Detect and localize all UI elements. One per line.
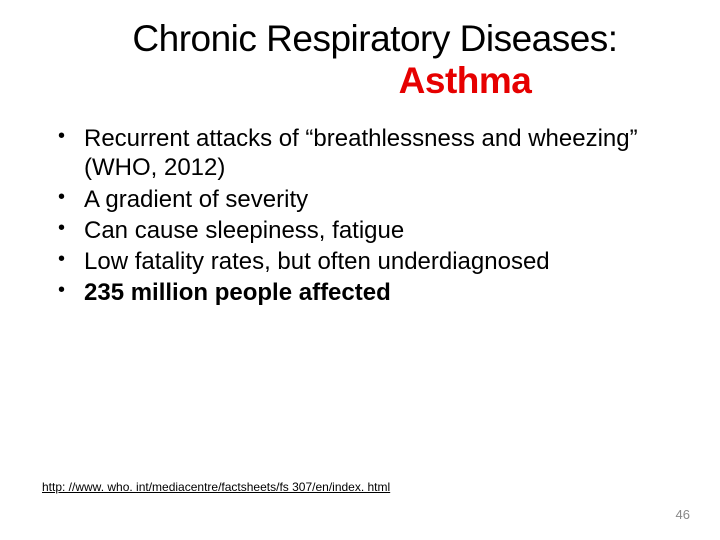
bullet-item: Low fatality rates, but often underdiagn… bbox=[52, 247, 680, 276]
bullet-item: A gradient of severity bbox=[52, 185, 680, 214]
bullet-text: A gradient of severity bbox=[84, 186, 308, 213]
bullet-text: 235 million people affected bbox=[84, 279, 391, 306]
slide-container: Chronic Respiratory Diseases: Asthma Rec… bbox=[0, 0, 720, 540]
footer-link[interactable]: http: //www. who. int/mediacentre/factsh… bbox=[42, 480, 390, 494]
bullet-item: Can cause sleepiness, fatigue bbox=[52, 216, 680, 245]
page-number: 46 bbox=[676, 507, 690, 522]
bullet-text: Low fatality rates, but often underdiagn… bbox=[84, 248, 550, 275]
bullet-text: Recurrent attacks of “breathlessness and… bbox=[84, 125, 638, 181]
title-line-1: Chronic Respiratory Diseases: bbox=[70, 18, 680, 60]
title-line-2: Asthma bbox=[250, 60, 680, 102]
bullet-item: Recurrent attacks of “breathlessness and… bbox=[52, 124, 680, 183]
bullet-text: Can cause sleepiness, fatigue bbox=[84, 217, 404, 244]
bullet-list: Recurrent attacks of “breathlessness and… bbox=[40, 124, 680, 308]
bullet-item: 235 million people affected bbox=[52, 278, 680, 307]
title-block: Chronic Respiratory Diseases: Asthma bbox=[70, 18, 680, 102]
